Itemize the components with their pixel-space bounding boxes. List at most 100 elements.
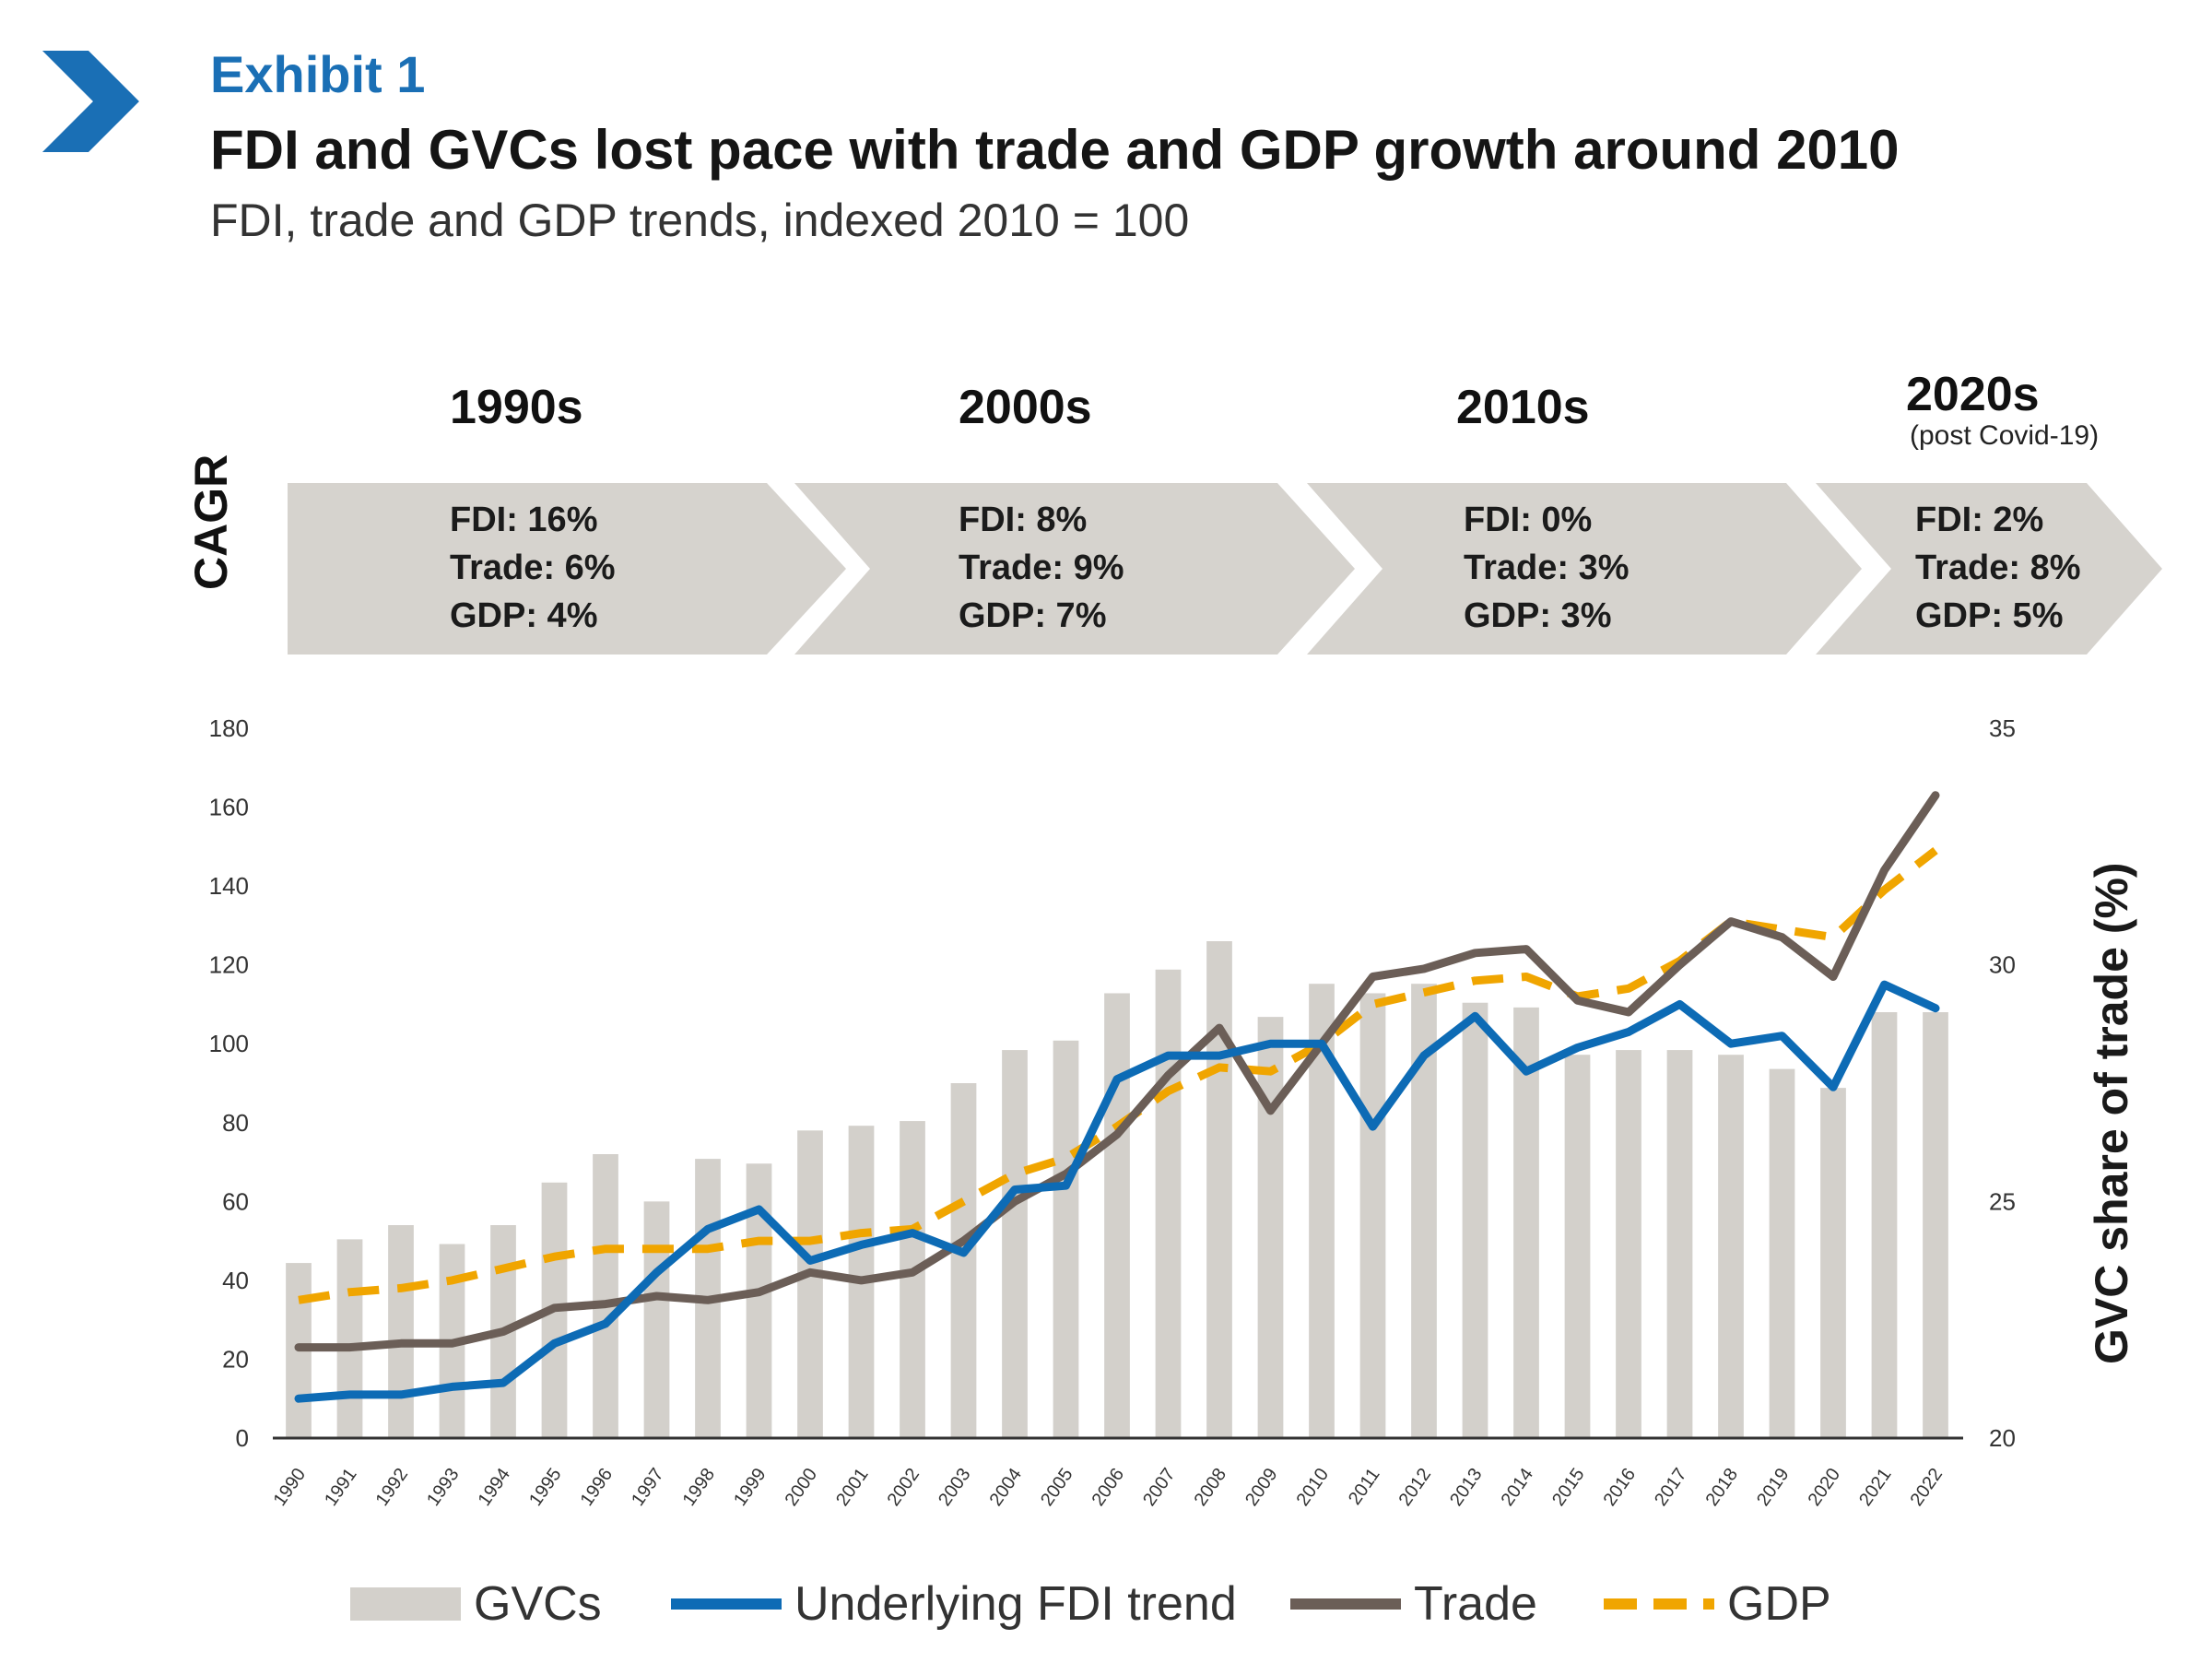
chart-subtitle: FDI, trade and GDP trends, indexed 2010 …	[210, 195, 1190, 246]
y-tick-left: 40	[222, 1267, 249, 1294]
cagr-gdp: GDP: 7%	[959, 596, 1107, 635]
x-tick-label: 2001	[832, 1465, 873, 1510]
gvc-bar	[1053, 1040, 1079, 1438]
gvc-bar	[900, 1121, 925, 1438]
y-tick-left: 100	[209, 1030, 249, 1057]
series-line-underlying-fdi-trend	[294, 980, 1940, 1403]
cagr-arrow-2000s	[794, 483, 1355, 655]
gvc-bar	[1462, 1002, 1488, 1438]
gvc-bar	[1820, 1088, 1846, 1438]
x-tick-label: 2010	[1293, 1465, 1334, 1510]
y-tick-left: 80	[222, 1109, 249, 1137]
x-tick-label: 2007	[1139, 1465, 1180, 1510]
y-tick-right: 30	[1989, 951, 2016, 979]
gvc-bar	[1002, 1050, 1028, 1438]
x-tick-label: 1996	[577, 1465, 618, 1510]
x-tick-label: 2000	[782, 1465, 822, 1510]
x-tick-label: 2016	[1600, 1465, 1641, 1510]
x-tick-label: 2006	[1088, 1465, 1129, 1510]
x-tick-label: 2003	[935, 1465, 975, 1510]
gvc-bar	[950, 1083, 977, 1438]
x-tick-label: 1992	[372, 1465, 413, 1510]
chart-title: FDI and GVCs lost pace with trade and GD…	[210, 119, 1900, 181]
gvc-bar	[1155, 969, 1182, 1438]
legend-item-fdi: Underlying FDI trend	[671, 1567, 1237, 1641]
y-tick-left: 140	[209, 872, 249, 900]
decade-label-2000s: 2000s	[959, 381, 1092, 434]
x-tick-label: 1995	[525, 1465, 566, 1510]
gvc-bar	[1257, 1017, 1284, 1438]
x-tick-label: 2022	[1907, 1465, 1947, 1510]
decade-label-2020s: 2020s	[1906, 368, 2040, 421]
legend-swatch-dash	[1604, 1598, 1714, 1610]
legend-label: Underlying FDI trend	[794, 1577, 1237, 1631]
gvc-bar	[388, 1225, 414, 1438]
gvc-bar	[1923, 1012, 1948, 1438]
cagr-gdp: GDP: 3%	[1464, 596, 1612, 635]
gvc-bar	[746, 1163, 772, 1438]
main-chart: 0 20 40 60 80 100 120 140 160 180 20 25 30 35 1990 1991…	[209, 714, 2016, 1510]
x-tick-label: 2018	[1702, 1465, 1743, 1510]
legend-swatch-line	[1290, 1598, 1401, 1610]
cagr-values-2000s: FDI: 8% Trade: 9% GDP: 7%	[959, 496, 1124, 640]
y-axis-label-right: GVC share of trade (%)	[2086, 862, 2137, 1364]
series-lines	[294, 791, 1940, 1403]
x-tick-label: 2014	[1498, 1465, 1538, 1510]
x-tick-label: 1991	[321, 1465, 361, 1510]
gvc-bar	[797, 1130, 823, 1438]
legend-item-trade: Trade	[1290, 1567, 1537, 1641]
gvc-bar	[1871, 1012, 1898, 1438]
exhibit-label: Exhibit 1	[210, 45, 426, 103]
cagr-fdi: FDI: 0%	[1464, 501, 1593, 539]
gvc-bar	[1616, 1050, 1641, 1438]
gvc-bar	[1513, 1007, 1539, 1438]
x-tick-label: 2008	[1191, 1465, 1231, 1510]
legend-label: Trade	[1414, 1577, 1537, 1631]
x-tick-label: 1998	[679, 1465, 720, 1510]
cagr-arrow-1990s	[288, 483, 846, 655]
x-tick-label: 2020	[1805, 1465, 1845, 1510]
cagr-trade: Trade: 9%	[959, 548, 1124, 587]
gvc-bar	[1564, 1055, 1591, 1438]
cagr-gdp: GDP: 5%	[1915, 596, 2064, 635]
y-tick-right: 35	[1989, 714, 2016, 742]
x-tick-label: 1993	[423, 1465, 464, 1510]
x-tick-label: 2005	[1037, 1465, 1077, 1510]
gvc-bar	[1769, 1068, 1795, 1438]
decade-note-2020s: (post Covid-19)	[1910, 420, 2100, 451]
cagr-trade: Trade: 8%	[1915, 548, 2081, 587]
x-tick-label: 2004	[986, 1465, 1027, 1510]
cagr-trade: Trade: 3%	[1464, 548, 1630, 587]
gvc-bar	[1666, 1050, 1693, 1438]
x-tick-label: 1994	[475, 1465, 515, 1510]
cagr-values-1990s: FDI: 16% Trade: 6% GDP: 4%	[450, 496, 616, 640]
legend-label: GVCs	[474, 1577, 602, 1631]
series-line-trade	[294, 791, 1940, 1352]
decade-label-2010s: 2010s	[1456, 381, 1590, 434]
x-tick-label: 1999	[730, 1465, 771, 1510]
legend-label: GDP	[1727, 1577, 1831, 1631]
header: Exhibit 1 FDI and GVCs lost pace with tr…	[0, 0, 2212, 277]
legend-item-gdp: GDP	[1604, 1567, 1831, 1641]
gvc-bar	[336, 1239, 363, 1438]
cagr-trade: Trade: 6%	[450, 548, 616, 587]
x-tick-label: 1990	[270, 1465, 311, 1510]
gvc-bar	[1359, 993, 1386, 1438]
cagr-fdi: FDI: 2%	[1915, 501, 2044, 539]
y-tick-right: 25	[1989, 1187, 2016, 1215]
gvc-bars	[286, 941, 1948, 1438]
x-tick-label: 2021	[1855, 1465, 1896, 1510]
gvc-bar	[643, 1201, 670, 1438]
x-tick-label: 2012	[1395, 1465, 1436, 1510]
legend: GVCs Underlying FDI trend Trade GDP	[0, 1567, 2212, 1641]
cagr-fdi: FDI: 8%	[959, 501, 1088, 539]
y-tick-left: 0	[236, 1424, 249, 1452]
x-tick-label: 2009	[1241, 1465, 1282, 1510]
cagr-values-2020s: FDI: 2% Trade: 8% GDP: 5%	[1915, 496, 2081, 640]
cagr-arrow-band	[288, 483, 2162, 655]
gvc-bar	[1104, 993, 1130, 1438]
legend-item-gvcs: GVCs	[350, 1567, 602, 1641]
legend-swatch-line	[671, 1598, 782, 1610]
y-tick-left: 60	[222, 1187, 249, 1215]
y-tick-left: 20	[222, 1345, 249, 1373]
